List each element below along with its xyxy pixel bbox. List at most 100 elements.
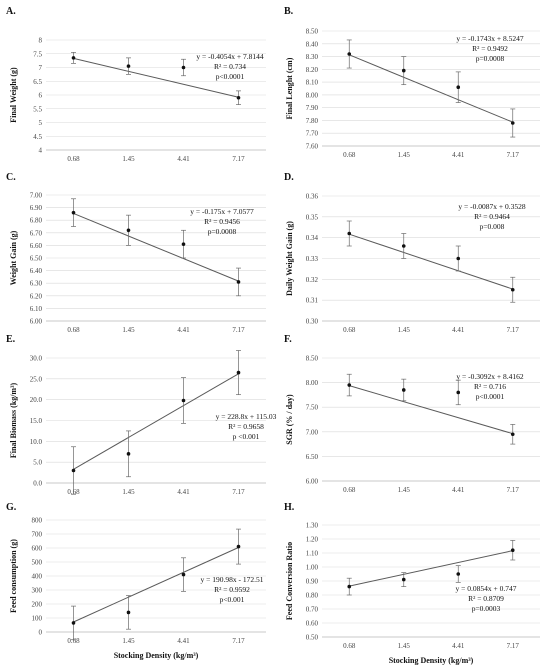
y-tick-label: 6.80 — [30, 217, 43, 225]
x-tick-label: 4.41 — [452, 326, 465, 334]
y-tick-label: 0.60 — [306, 620, 319, 628]
y-tick-label: 6.10 — [30, 305, 43, 313]
regression-annotation: y = -0.175x + 7.0577 — [190, 207, 254, 216]
data-point — [456, 256, 461, 261]
data-point — [456, 390, 461, 395]
data-point — [181, 242, 186, 246]
regression-annotation: R² = 0.734 — [214, 62, 246, 71]
chart-panel-a: A. 4 4.5 5 5.5 6 6.5 7 7.5 8 0.68 1.45 4.41 7.17 y = -… — [6, 6, 266, 163]
regression-annotation: p=0.0008 — [476, 54, 505, 63]
data-point — [181, 65, 186, 70]
y-tick-label: 6.50 — [30, 255, 43, 263]
y-tick-label: 5.0 — [33, 459, 42, 467]
y-tick-label: 6.00 — [306, 478, 319, 486]
x-tick-label: 7.17 — [232, 637, 245, 645]
y-tick-label: 8.50 — [306, 28, 319, 36]
data-point — [401, 388, 406, 392]
chart-panel-c: C. 6.00 6.10 6.20 6.30 6.40 6.50 6.60 6.70 6.80 6.… — [6, 172, 266, 334]
data-point — [401, 577, 406, 582]
y-tick-label: 15.0 — [30, 417, 43, 425]
x-tick-label: 0.68 — [67, 637, 80, 645]
y-axis-title: Weight Gain (g) — [9, 230, 18, 285]
data-point — [71, 210, 76, 215]
y-tick-label: 8.20 — [306, 66, 319, 74]
y-tick-label: 6.00 — [30, 318, 43, 326]
x-tick-label: 7.17 — [507, 642, 520, 650]
y-tick-label: 4.5 — [33, 133, 42, 141]
y-tick-label: 0.33 — [306, 255, 319, 263]
trend-line — [349, 233, 513, 290]
data-point — [126, 610, 131, 615]
y-tick-label: 7.70 — [306, 130, 319, 138]
data-point — [236, 544, 241, 549]
x-tick-label: 7.17 — [232, 155, 245, 163]
y-axis-title: Feed consumption (g) — [9, 539, 18, 613]
y-tick-label: 300 — [32, 587, 43, 595]
regression-annotation: p<0.0001 — [476, 392, 505, 401]
data-point — [401, 68, 406, 73]
y-tick-label: 700 — [32, 531, 43, 539]
y-axis-title: Daily Weight Gain (g) — [285, 221, 294, 296]
y-tick-label: 7.5 — [33, 50, 42, 58]
chart-panel-f: F. 6.00 6.50 7.00 7.50 8.00 8.50 0.68 1.45 4.41 7.… — [284, 334, 540, 494]
data-point — [347, 383, 352, 387]
trend-line — [73, 373, 239, 470]
chart-panel-h: H. 0.50 0.60 0.70 0.80 0.90 1.00 1.10 1.20 1.30 0.… — [284, 502, 540, 665]
trend-line — [73, 213, 239, 282]
data-point — [510, 287, 515, 292]
trend-line — [349, 550, 513, 587]
trend-line — [349, 54, 513, 123]
regression-annotation: p=0.0003 — [472, 604, 501, 613]
regression-annotation: R² = 0.9492 — [472, 44, 508, 53]
regression-annotation: R² = 0.9658 — [228, 422, 264, 431]
data-point — [347, 52, 352, 56]
y-tick-label: 8.00 — [306, 91, 319, 99]
y-tick-label: 5.5 — [33, 105, 42, 113]
y-tick-label: 0.80 — [306, 592, 319, 600]
data-point — [456, 572, 461, 576]
x-tick-label: 7.17 — [232, 326, 245, 334]
x-tick-label: 1.45 — [122, 637, 135, 645]
y-tick-label: 6.40 — [30, 267, 43, 275]
y-tick-label: 8.10 — [306, 79, 319, 87]
regression-annotation: y = -0.1743x + 8.5247 — [456, 34, 523, 43]
y-tick-label: 6 — [39, 92, 43, 100]
y-tick-label: 800 — [32, 517, 43, 525]
panel-label: G. — [6, 502, 17, 513]
chart-panel-d: D. 0.30 0.31 0.32 0.33 0.34 0.35 0.36 0.68 1.45 4.… — [284, 172, 540, 334]
y-tick-label: 5 — [39, 119, 43, 127]
y-tick-label: 6.20 — [30, 292, 43, 300]
panel-label: B. — [284, 6, 294, 17]
y-tick-label: 0.35 — [306, 213, 319, 221]
data-point — [181, 572, 186, 577]
data-point — [71, 468, 76, 473]
data-point — [510, 548, 515, 552]
data-point — [126, 228, 131, 233]
x-axis-title: Stocking Density (kg/m³) — [114, 651, 199, 660]
x-tick-label: 0.68 — [67, 155, 80, 163]
regression-annotation: y = -0.4054x + 7.8144 — [196, 52, 263, 61]
y-tick-label: 500 — [32, 559, 43, 567]
data-point — [126, 452, 131, 456]
regression-annotation: y = -0.3092x + 8.4162 — [456, 372, 523, 381]
y-tick-label: 7.50 — [306, 404, 319, 412]
data-point — [71, 621, 76, 625]
y-tick-label: 8.40 — [306, 40, 319, 48]
regression-annotation: R² = 0.9464 — [474, 212, 510, 221]
data-point — [236, 370, 241, 375]
x-tick-label: 1.45 — [122, 155, 135, 163]
y-tick-label: 6.70 — [30, 229, 43, 237]
x-tick-label: 4.41 — [452, 642, 465, 650]
data-point — [126, 64, 131, 68]
x-tick-label: 1.45 — [398, 642, 411, 650]
y-axis-title: Final Lenght (cm) — [285, 57, 294, 119]
x-tick-label: 4.41 — [452, 486, 465, 494]
y-tick-label: 25.0 — [30, 375, 43, 383]
x-tick-label: 4.41 — [177, 326, 190, 334]
data-point — [347, 584, 352, 589]
regression-annotation: y = 190.98x - 172.51 — [201, 575, 264, 584]
data-point — [71, 56, 76, 60]
y-tick-label: 7.90 — [306, 104, 319, 112]
x-tick-label: 4.41 — [177, 155, 190, 163]
